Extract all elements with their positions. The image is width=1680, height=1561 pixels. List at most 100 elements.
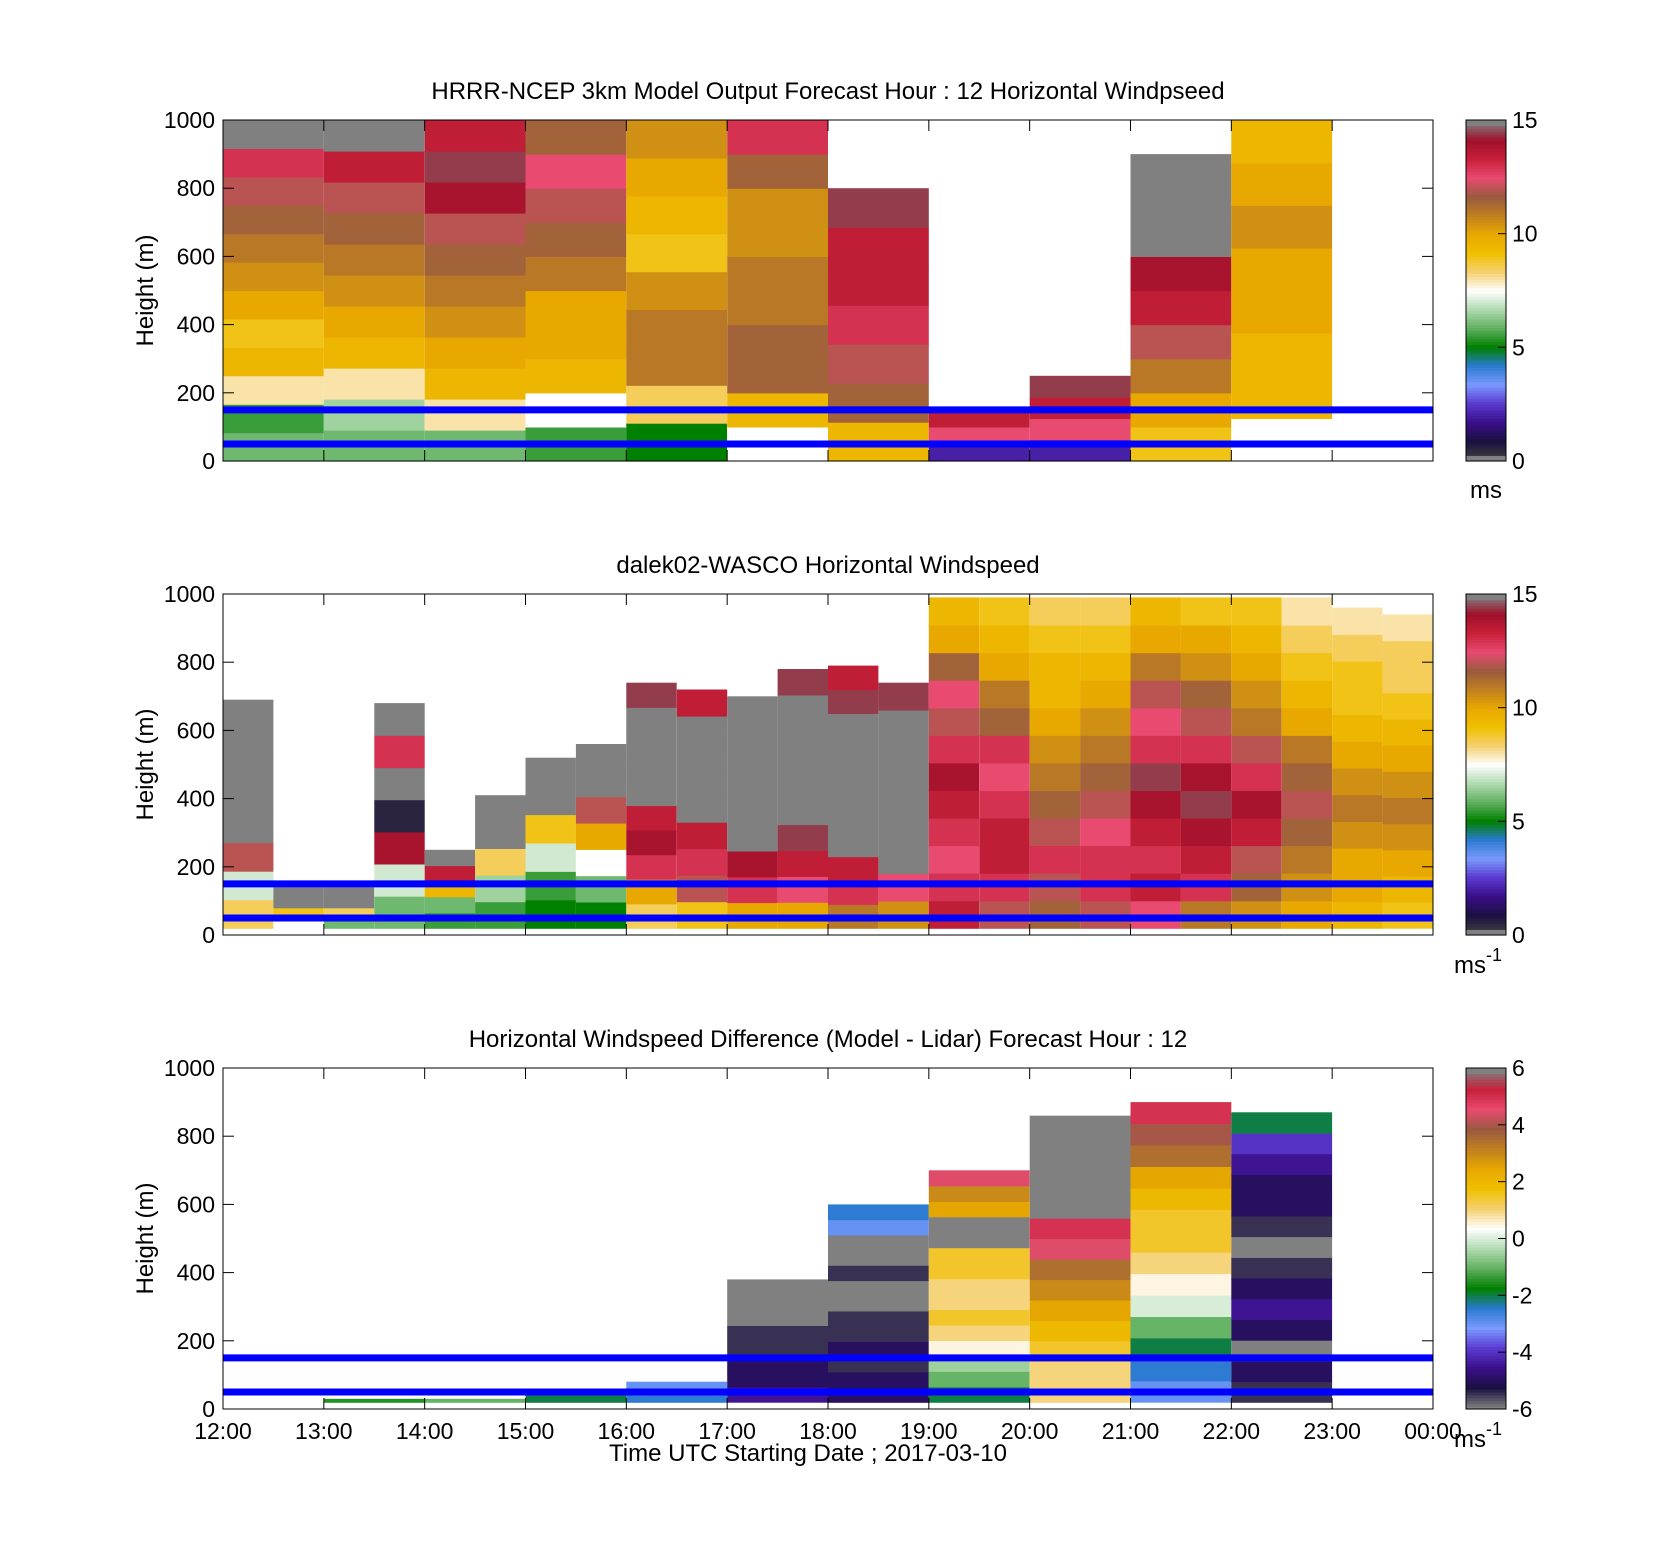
data-cell	[1231, 1236, 1333, 1258]
colorbar-segment	[1466, 1193, 1506, 1197]
data-cell	[828, 344, 929, 384]
colorbar-segment	[1466, 256, 1506, 260]
colorbar-segment	[1466, 1374, 1506, 1379]
data-cell	[626, 233, 728, 273]
colorbar-segment	[1466, 676, 1506, 680]
data-cell	[1231, 707, 1282, 736]
colorbar-segment	[1466, 667, 1506, 672]
data-cell	[727, 1279, 828, 1296]
data-cell	[1382, 823, 1433, 851]
data-cell	[828, 1265, 929, 1282]
data-cell	[676, 716, 728, 744]
data-cell	[979, 652, 1030, 681]
data-cell	[475, 821, 526, 849]
colorbar-segment	[1466, 1275, 1506, 1279]
data-cell	[777, 772, 828, 800]
data-cell	[777, 824, 828, 851]
colorbar-segment	[1466, 1147, 1506, 1152]
data-cell	[323, 907, 375, 919]
colorbar-segment	[1466, 307, 1506, 311]
colorbar-segment	[1466, 920, 1506, 925]
colorbar-segment	[1466, 1357, 1506, 1362]
colorbar-segment	[1466, 412, 1506, 417]
colorbar-segment	[1466, 281, 1506, 286]
colorbar-segment	[1466, 407, 1506, 411]
colorbar-segment	[1466, 1369, 1506, 1373]
xtick-label: 22:00	[1203, 1418, 1261, 1444]
data-cell	[1281, 652, 1333, 681]
colorbar-segment	[1466, 128, 1506, 132]
colorbar-segment	[1466, 210, 1506, 215]
colorbar-segment	[1466, 923, 1506, 928]
colorbar-segment	[1466, 684, 1506, 689]
colorbar-segment	[1466, 622, 1506, 626]
colorbar-segment	[1466, 324, 1506, 329]
colorbar-segment	[1466, 310, 1506, 314]
colorbar-segment	[1466, 1178, 1506, 1183]
colorbar-segment	[1466, 219, 1506, 223]
data-cell	[1130, 845, 1181, 874]
colorbar-segment	[1466, 736, 1506, 740]
colorbar-segment	[1466, 764, 1506, 768]
data-cell	[323, 244, 425, 276]
data-cell	[323, 337, 425, 369]
colorbar-segment	[1466, 875, 1506, 879]
colorbar-segment	[1466, 932, 1506, 936]
data-cell	[928, 845, 980, 874]
data-cell	[828, 1326, 929, 1342]
ytick-label: 600	[177, 717, 215, 743]
data-cell	[1332, 714, 1383, 742]
colorbar-segment	[1466, 418, 1506, 422]
chart-title: dalek02-WASCO Horizontal Windspeed	[616, 552, 1039, 579]
data-cell	[828, 1295, 929, 1312]
colorbar-tick-label: 10	[1512, 221, 1538, 247]
data-cell	[928, 1324, 1030, 1341]
colorbar-segment	[1466, 818, 1506, 822]
data-cell	[525, 154, 627, 189]
colorbar-segment	[1466, 293, 1506, 297]
data-cell	[928, 1278, 1030, 1295]
data-cell	[1382, 849, 1433, 877]
colorbar-segment	[1466, 171, 1506, 175]
data-cell	[1130, 188, 1232, 223]
data-cell	[1332, 741, 1383, 769]
colorbar-segment	[1466, 125, 1506, 130]
ytick-label: 200	[177, 380, 215, 406]
data-cell	[1029, 680, 1081, 709]
colorbar-segment	[1466, 701, 1506, 706]
data-cell	[1029, 762, 1081, 791]
xtick-label: 16:00	[598, 1418, 656, 1444]
data-cell	[1029, 1218, 1131, 1240]
panel-3: 0 200 400 600 800 1000 12:00 13:00 14:00 15:00 16:…	[132, 1026, 1533, 1453]
colorbar-segment	[1466, 1372, 1506, 1376]
data-cell	[1130, 1123, 1232, 1146]
colorbar-segment	[1466, 841, 1506, 845]
colorbar-segment	[1466, 199, 1506, 204]
data-cell	[727, 256, 828, 292]
colorbar-segment	[1466, 230, 1506, 235]
data-cell	[828, 1280, 929, 1297]
colorbar-segment	[1466, 738, 1506, 743]
data-cell	[777, 798, 828, 826]
data-cell	[1332, 767, 1383, 796]
data-cell	[777, 876, 828, 903]
data-cell	[626, 805, 677, 831]
colorbar-tick-label: -6	[1512, 1396, 1532, 1422]
colorbar-segment	[1466, 1298, 1506, 1302]
colorbar-segment	[1466, 1076, 1506, 1080]
colorbar-segment	[1466, 168, 1506, 172]
data-cell	[1130, 625, 1181, 654]
data-cell	[1080, 762, 1131, 791]
colorbar-segment	[1466, 852, 1506, 857]
colorbar-segment	[1466, 835, 1506, 839]
colorbar-segment	[1466, 188, 1506, 192]
colorbar-segment	[1466, 659, 1506, 663]
colorbar-segment	[1466, 1286, 1506, 1291]
colorbar-segment	[1466, 636, 1506, 641]
colorbar-segment	[1466, 804, 1506, 808]
data-cell	[727, 358, 828, 394]
data-cell	[1180, 762, 1232, 791]
data-cell	[1332, 794, 1383, 822]
data-cell	[1180, 845, 1232, 874]
colorbar-segment	[1466, 753, 1506, 757]
